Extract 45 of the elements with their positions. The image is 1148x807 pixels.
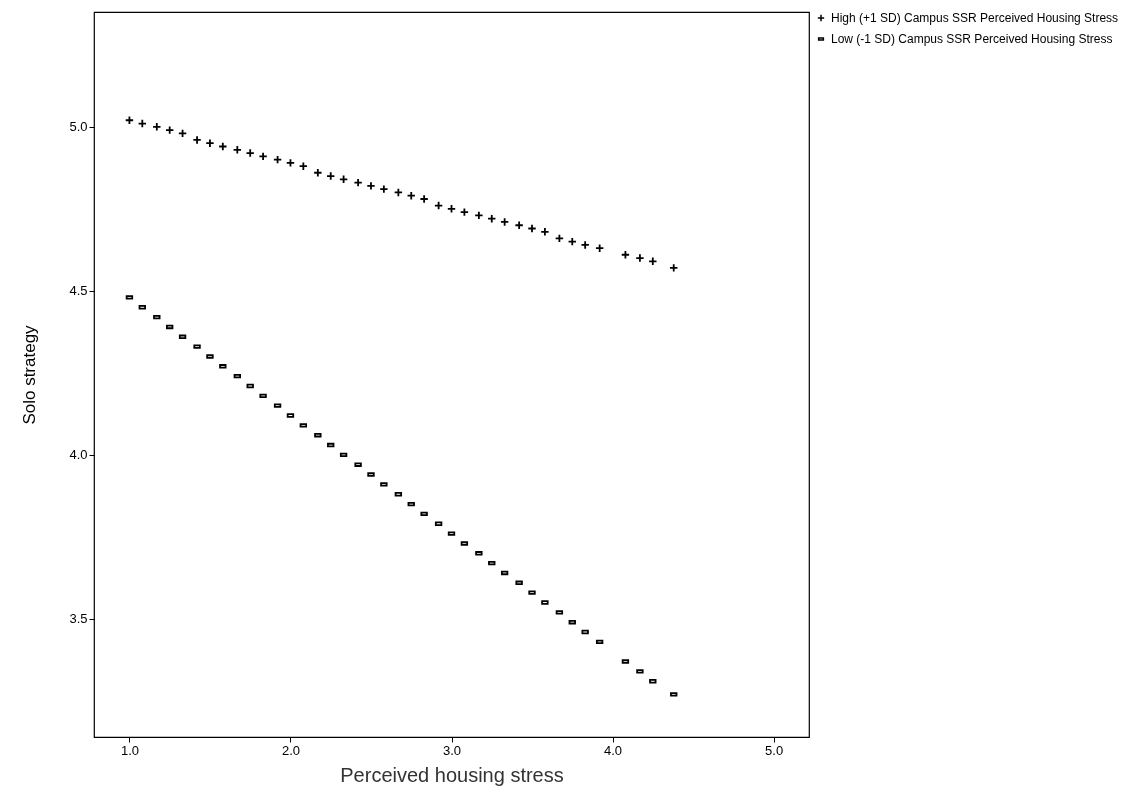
point	[635, 253, 645, 263]
point	[153, 314, 161, 320]
point	[165, 125, 175, 135]
point	[474, 210, 484, 220]
legend-label: Low (-1 SD) Campus SSR Perceived Housing Stress	[831, 32, 1113, 46]
point	[580, 240, 590, 250]
y-tick-label: 3.5	[69, 611, 88, 627]
x-tick-label: 3.0	[442, 742, 462, 758]
point	[326, 171, 336, 181]
point	[500, 217, 510, 227]
point	[152, 122, 162, 132]
point	[259, 393, 267, 399]
y-axis-title: Solo strategy	[20, 324, 40, 425]
point	[459, 207, 469, 217]
point	[246, 383, 254, 389]
point	[648, 256, 658, 266]
x-tick-label: 4.0	[604, 742, 623, 758]
point	[514, 220, 524, 230]
point	[166, 324, 174, 330]
point	[245, 148, 255, 158]
point	[581, 629, 589, 635]
point	[314, 432, 322, 438]
point	[420, 511, 428, 517]
point	[192, 135, 202, 145]
x-tick-label: 5.0	[765, 742, 784, 758]
point	[379, 184, 389, 194]
x-tick-label: 2.0	[281, 742, 300, 758]
y-tick-label: 4.5	[69, 283, 88, 299]
point	[595, 243, 605, 253]
point	[327, 442, 335, 448]
point	[205, 138, 215, 148]
point	[419, 194, 429, 204]
y-tick-label: 4.0	[69, 447, 88, 463]
point	[515, 580, 523, 586]
legend-label: High (+1 SD) Campus SSR Perceived Housing Stress	[831, 11, 1119, 25]
point	[366, 181, 376, 191]
x-axis-title: Perceived housing stress	[340, 763, 564, 786]
point	[407, 501, 415, 507]
point	[540, 227, 550, 237]
point	[313, 168, 323, 178]
point	[298, 161, 308, 171]
y-tick-label: 5.0	[69, 119, 88, 135]
point	[669, 263, 679, 273]
x-tick-label: 1.0	[120, 742, 139, 758]
point	[258, 151, 268, 161]
